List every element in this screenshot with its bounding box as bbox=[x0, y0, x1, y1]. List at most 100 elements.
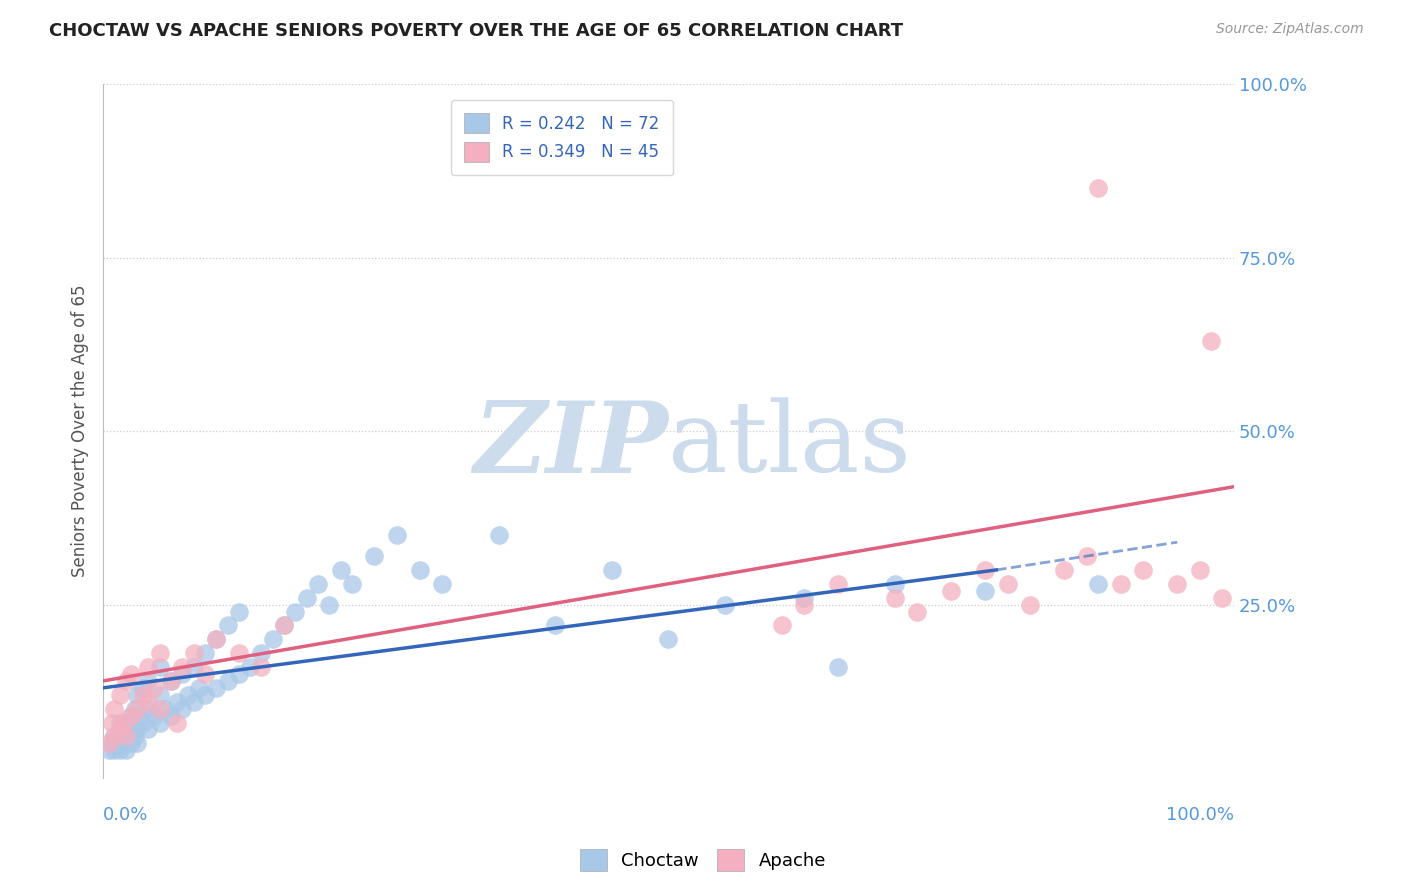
Point bbox=[205, 632, 228, 647]
Text: CHOCTAW VS APACHE SENIORS POVERTY OVER THE AGE OF 65 CORRELATION CHART: CHOCTAW VS APACHE SENIORS POVERTY OVER T… bbox=[49, 22, 903, 40]
Point bbox=[770, 618, 793, 632]
Text: ZIP: ZIP bbox=[474, 397, 668, 493]
Point bbox=[120, 736, 142, 750]
Point bbox=[974, 563, 997, 577]
Point bbox=[217, 618, 239, 632]
Point bbox=[194, 688, 217, 702]
Point bbox=[432, 576, 454, 591]
Point bbox=[1087, 576, 1109, 591]
Point bbox=[131, 681, 153, 695]
Point bbox=[114, 730, 136, 744]
Point bbox=[108, 730, 131, 744]
Point bbox=[101, 736, 124, 750]
Point bbox=[155, 701, 177, 715]
Point bbox=[131, 715, 153, 730]
Point bbox=[105, 736, 128, 750]
Point bbox=[114, 715, 136, 730]
Point bbox=[250, 646, 273, 660]
Point bbox=[363, 549, 385, 563]
Point bbox=[103, 743, 125, 757]
Point bbox=[97, 743, 120, 757]
Point bbox=[138, 660, 160, 674]
Point bbox=[103, 730, 125, 744]
Point bbox=[205, 632, 228, 647]
Point bbox=[183, 695, 205, 709]
Text: atlas: atlas bbox=[668, 397, 911, 493]
Point bbox=[883, 576, 905, 591]
Point bbox=[120, 708, 142, 723]
Point bbox=[108, 715, 131, 730]
Point bbox=[120, 667, 142, 681]
Point bbox=[160, 673, 183, 688]
Point bbox=[114, 730, 136, 744]
Point bbox=[103, 730, 125, 744]
Point bbox=[827, 576, 849, 591]
Point bbox=[138, 701, 160, 715]
Point bbox=[194, 667, 217, 681]
Point bbox=[125, 708, 148, 723]
Point bbox=[194, 646, 217, 660]
Point bbox=[188, 681, 211, 695]
Point bbox=[166, 715, 188, 730]
Point bbox=[97, 736, 120, 750]
Point bbox=[124, 701, 146, 715]
Point bbox=[340, 576, 363, 591]
Point bbox=[108, 743, 131, 757]
Point bbox=[905, 605, 928, 619]
Point bbox=[149, 660, 172, 674]
Point bbox=[1132, 563, 1154, 577]
Point bbox=[131, 688, 153, 702]
Legend: R = 0.242   N = 72, R = 0.349   N = 45: R = 0.242 N = 72, R = 0.349 N = 45 bbox=[451, 100, 673, 176]
Point bbox=[108, 688, 131, 702]
Point bbox=[114, 743, 136, 757]
Point bbox=[1019, 598, 1042, 612]
Point bbox=[172, 701, 194, 715]
Point bbox=[318, 598, 340, 612]
Point bbox=[166, 695, 188, 709]
Point bbox=[997, 576, 1019, 591]
Point bbox=[1199, 334, 1222, 348]
Y-axis label: Seniors Poverty Over the Age of 65: Seniors Poverty Over the Age of 65 bbox=[72, 285, 89, 577]
Point bbox=[385, 528, 408, 542]
Point bbox=[228, 605, 250, 619]
Point bbox=[1087, 181, 1109, 195]
Point bbox=[793, 591, 815, 605]
Point bbox=[143, 708, 166, 723]
Point bbox=[262, 632, 284, 647]
Point bbox=[217, 673, 239, 688]
Point bbox=[284, 605, 307, 619]
Point bbox=[149, 701, 172, 715]
Point bbox=[149, 688, 172, 702]
Point bbox=[183, 646, 205, 660]
Point bbox=[172, 667, 194, 681]
Point bbox=[125, 736, 148, 750]
Point bbox=[250, 660, 273, 674]
Point bbox=[125, 688, 148, 702]
Point bbox=[117, 723, 139, 737]
Point bbox=[1053, 563, 1076, 577]
Point bbox=[544, 618, 567, 632]
Point bbox=[273, 618, 295, 632]
Point bbox=[1166, 576, 1188, 591]
Point bbox=[939, 583, 962, 598]
Point bbox=[138, 723, 160, 737]
Point bbox=[409, 563, 432, 577]
Point bbox=[488, 528, 510, 542]
Point bbox=[228, 646, 250, 660]
Point bbox=[149, 646, 172, 660]
Point bbox=[125, 723, 148, 737]
Point bbox=[101, 715, 124, 730]
Point bbox=[974, 583, 997, 598]
Point bbox=[307, 576, 329, 591]
Point bbox=[827, 660, 849, 674]
Point bbox=[108, 723, 131, 737]
Point bbox=[112, 736, 135, 750]
Point bbox=[138, 695, 160, 709]
Point bbox=[183, 660, 205, 674]
Point bbox=[883, 591, 905, 605]
Point bbox=[1188, 563, 1211, 577]
Point bbox=[143, 681, 166, 695]
Text: 0.0%: 0.0% bbox=[103, 805, 149, 823]
Point bbox=[177, 688, 200, 702]
Point bbox=[103, 701, 125, 715]
